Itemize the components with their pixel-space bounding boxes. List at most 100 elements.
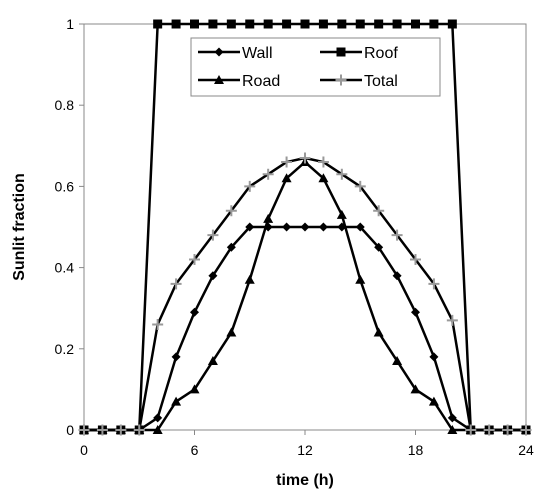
wall-point — [171, 352, 181, 362]
legend-label: Road — [242, 73, 280, 90]
roof-point — [318, 19, 328, 29]
wall-point — [282, 222, 292, 232]
road-point — [226, 327, 237, 337]
legend-marker — [214, 47, 224, 57]
total-point — [446, 314, 458, 326]
x-tick-label: 18 — [408, 442, 424, 458]
y-tick-label: 1 — [66, 16, 74, 32]
total-point — [299, 152, 311, 164]
roof-point — [300, 19, 310, 29]
road-point — [392, 355, 403, 365]
road-point — [373, 327, 384, 337]
legend-marker — [336, 47, 346, 57]
road-point — [207, 355, 218, 365]
road-point — [263, 213, 274, 223]
legend-item-roof: Roof — [320, 45, 398, 62]
total-point — [170, 278, 182, 290]
road-point — [189, 384, 200, 394]
total-point — [520, 424, 532, 436]
total-point — [189, 253, 200, 265]
roof-point — [245, 19, 255, 29]
y-axis-title: Sunlit fraction — [11, 173, 28, 281]
total-point — [502, 424, 514, 436]
x-axis: 0 6 12 18 24 — [80, 430, 534, 458]
y-tick-label: 0.8 — [55, 97, 75, 113]
legend-marker — [335, 74, 347, 86]
road-point — [428, 396, 439, 406]
y-tick-label: 0.6 — [55, 178, 75, 194]
legend-label: Roof — [364, 45, 398, 62]
total-point — [96, 424, 108, 436]
roof-point — [429, 19, 439, 29]
wall-point — [245, 222, 255, 232]
x-axis-title: time (h) — [276, 472, 334, 489]
wall-point — [355, 222, 365, 232]
total-point — [354, 180, 366, 192]
road-point — [244, 274, 255, 284]
roof-point — [190, 19, 199, 29]
wall-point — [300, 222, 310, 232]
roof-point — [263, 19, 273, 29]
wall-point — [190, 307, 199, 317]
total-point — [152, 318, 164, 330]
x-tick-label: 6 — [191, 442, 199, 458]
legend-box — [190, 37, 441, 97]
wall-point — [318, 222, 328, 232]
road-point — [318, 173, 329, 183]
road-point — [171, 396, 182, 406]
total-point — [410, 253, 421, 265]
legend: Wall Roof Road Total — [190, 37, 441, 97]
road-point — [281, 173, 292, 183]
road-point — [336, 209, 347, 219]
total-point — [281, 156, 293, 168]
y-tick-label: 0.2 — [55, 341, 75, 357]
roof-point — [282, 19, 292, 29]
legend-item-road: Road — [198, 73, 280, 90]
roof-point — [447, 19, 457, 29]
total-point — [336, 168, 348, 180]
legend-marker — [214, 75, 224, 84]
roof-point — [374, 19, 384, 29]
roof-point — [153, 19, 163, 29]
x-tick-label: 12 — [297, 442, 313, 458]
series-layer — [78, 19, 532, 436]
total-point — [207, 229, 219, 241]
roof-point — [337, 19, 347, 29]
wall-point — [374, 242, 384, 252]
total-point — [428, 278, 440, 290]
series-total — [78, 152, 532, 436]
total-point — [133, 424, 145, 436]
wall-point — [411, 307, 420, 317]
legend-label: Wall — [242, 45, 273, 62]
x-tick-label: 0 — [80, 442, 88, 458]
y-tick-label: 0 — [66, 422, 74, 438]
roof-point — [411, 19, 420, 29]
wall-point — [447, 413, 457, 423]
wall-point — [208, 271, 218, 281]
roof-point — [208, 19, 218, 29]
total-point — [262, 168, 274, 180]
total-point — [78, 424, 90, 436]
road-point — [447, 425, 458, 434]
total-point — [391, 229, 403, 241]
legend-item-total: Total — [320, 73, 398, 90]
total-point — [244, 180, 256, 192]
total-point — [373, 205, 385, 217]
roof-point — [355, 19, 365, 29]
roof-point — [392, 19, 402, 29]
wall-point — [226, 242, 236, 252]
road-point — [355, 274, 366, 284]
roof-point — [226, 19, 236, 29]
total-point — [465, 424, 477, 436]
legend-label: Total — [364, 73, 398, 90]
total-point — [115, 424, 127, 436]
legend-item-wall: Wall — [198, 45, 273, 62]
road-point — [410, 384, 421, 394]
x-tick-label: 24 — [518, 442, 534, 458]
wall-point — [429, 352, 439, 362]
total-point — [483, 424, 495, 436]
y-tick-label: 0.4 — [55, 260, 75, 276]
road-point — [152, 425, 163, 434]
total-point — [225, 205, 237, 217]
